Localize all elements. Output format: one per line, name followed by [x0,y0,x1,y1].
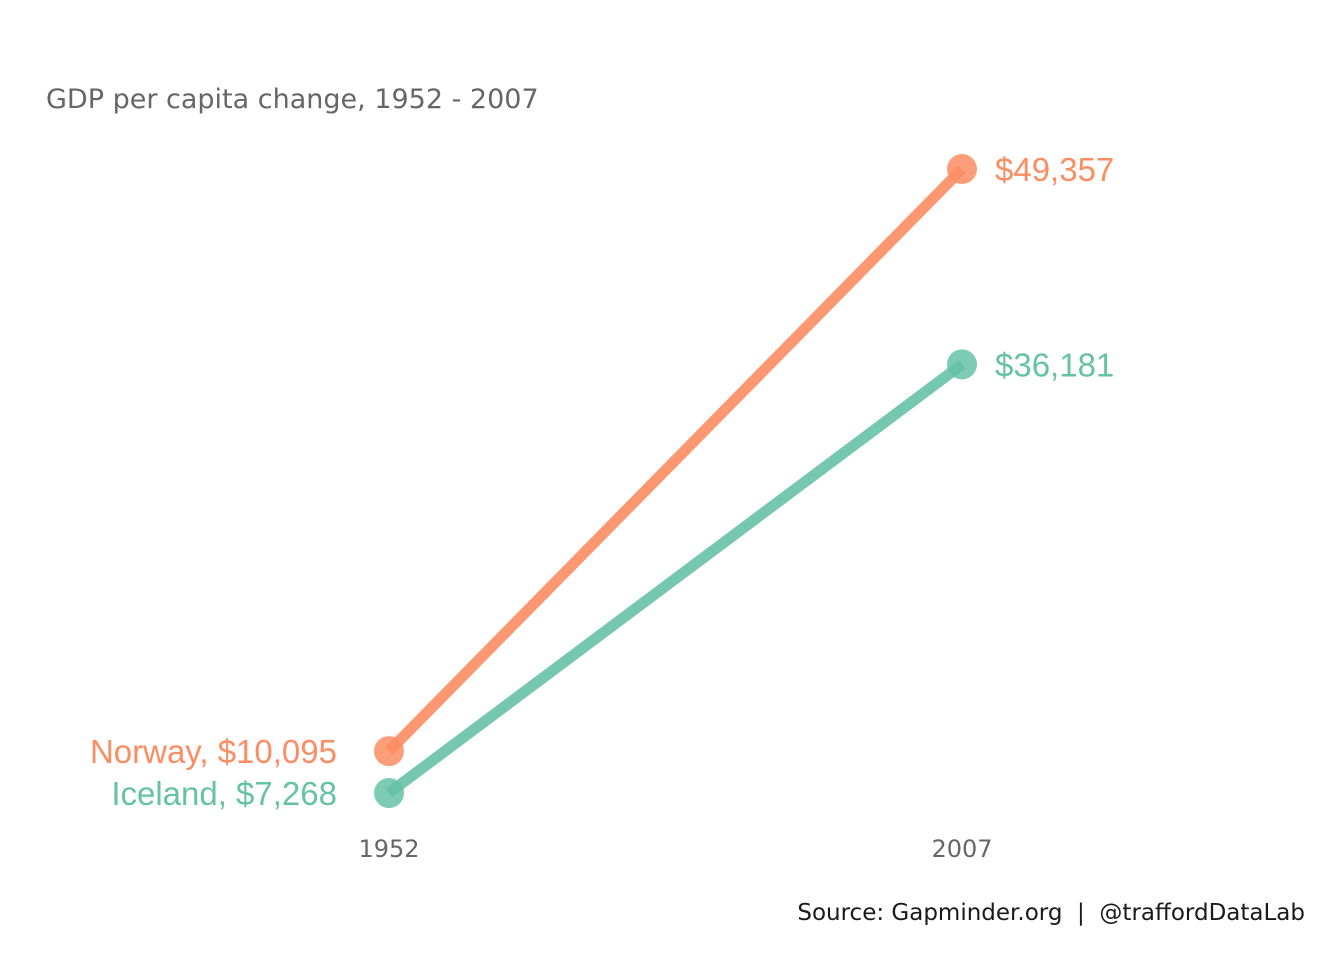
series-line-iceland [385,359,966,798]
chart-title: GDP per capita change, 1952 - 2007 [46,84,539,115]
start-label-norway: Norway, $10,095 [90,733,337,770]
point-iceland-1952 [374,778,404,808]
point-norway-2007 [947,154,977,184]
x-tick-label-1952: 1952 [358,835,419,863]
point-iceland-2007 [947,349,977,380]
point-norway-1952 [374,736,404,767]
end-label-iceland: $36,181 [995,346,1114,383]
series-layer: Norway, $10,095 $49,357 Iceland, $7,268 $36… [90,151,1114,812]
x-tick-label-2007: 2007 [931,835,992,863]
series-line-norway [385,165,966,755]
end-label-norway: $49,357 [995,151,1114,188]
start-label-iceland: Iceland, $7,268 [111,775,337,812]
series-iceland: Iceland, $7,268 $36,181 [111,346,1114,812]
source-caption: Source: Gapminder.org | @traffordDataLab [797,900,1305,926]
series-norway: Norway, $10,095 $49,357 [90,151,1114,770]
